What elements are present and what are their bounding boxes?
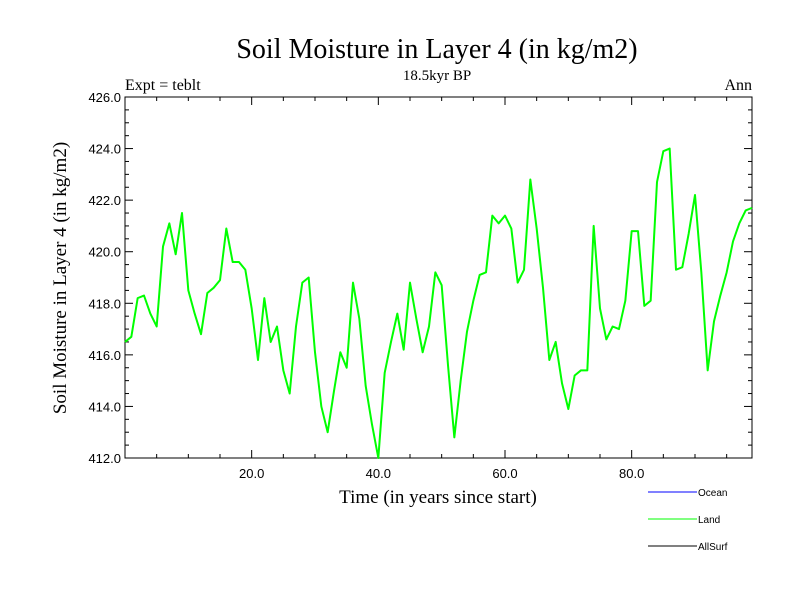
legend-label-allsurf: AllSurf bbox=[698, 542, 728, 553]
x-tick-label: 60.0 bbox=[492, 466, 517, 481]
chart-subtitle: 18.5kyr BP bbox=[403, 68, 471, 84]
y-tick-label: 426.0 bbox=[88, 90, 121, 105]
y-tick-label: 418.0 bbox=[88, 296, 121, 311]
x-tick-label: 20.0 bbox=[239, 466, 264, 481]
plot-area: 412.0 414.0 416.0 418.0 420.0 422.0 424.0 426.0… bbox=[88, 90, 753, 481]
y-axis: 412.0 414.0 416.0 418.0 420.0 422.0 424.0 426.0 bbox=[88, 90, 752, 466]
legend-label-land: Land bbox=[698, 515, 720, 526]
chart-title: Soil Moisture in Layer 4 (in kg/m2) bbox=[236, 34, 637, 65]
y-tick-label: 420.0 bbox=[88, 245, 121, 260]
x-axis-label: Time (in years since start) bbox=[339, 487, 537, 508]
y-tick-label: 424.0 bbox=[88, 142, 121, 157]
experiment-label: Expt = teblt bbox=[125, 77, 201, 94]
x-tick-label: 40.0 bbox=[366, 466, 391, 481]
legend-label-ocean: Ocean bbox=[698, 488, 727, 499]
y-tick-label: 414.0 bbox=[88, 399, 121, 414]
x-axis: 20.0 40.0 60.0 80.0 bbox=[156, 97, 728, 481]
legend: Ocean Land AllSurf bbox=[648, 488, 728, 553]
y-tick-label: 416.0 bbox=[88, 348, 121, 363]
y-axis-label: Soil Moisture in Layer 4 (in kg/m2) bbox=[50, 142, 71, 414]
y-tick-label: 422.0 bbox=[88, 193, 121, 208]
x-tick-label: 80.0 bbox=[619, 466, 644, 481]
y-tick-label: 412.0 bbox=[88, 451, 121, 466]
season-label: Ann bbox=[724, 77, 752, 94]
series-layer bbox=[124, 147, 753, 459]
series-line-land bbox=[124, 147, 753, 459]
